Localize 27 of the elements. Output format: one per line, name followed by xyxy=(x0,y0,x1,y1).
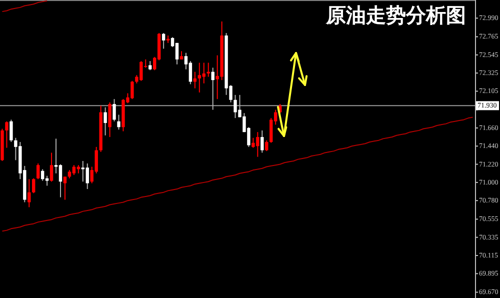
candlestick xyxy=(198,62,202,93)
candlestick xyxy=(40,168,44,182)
candlestick xyxy=(5,120,8,148)
candlestick xyxy=(50,152,54,182)
candlestick xyxy=(265,140,268,152)
candlestick xyxy=(112,98,116,122)
candlestick xyxy=(104,106,107,136)
candlestick xyxy=(10,119,13,142)
candlestick xyxy=(72,164,76,176)
line-series xyxy=(2,116,474,232)
candlestick xyxy=(45,175,49,186)
candlestick xyxy=(32,178,36,194)
candlestick xyxy=(175,42,179,65)
candlestick xyxy=(108,102,112,138)
candlestick xyxy=(58,164,62,198)
candlestick xyxy=(162,32,166,50)
candlestick xyxy=(63,176,67,200)
candlestick xyxy=(211,67,214,110)
candlestick xyxy=(117,114,120,130)
candlestick xyxy=(28,178,31,208)
candlestick xyxy=(36,162,40,180)
candlestick xyxy=(260,130,264,154)
candlestick xyxy=(86,162,89,190)
line-series xyxy=(2,0,48,12)
chart-title: 原油走势分析图 xyxy=(325,5,466,27)
candlestick xyxy=(148,60,152,71)
candlestick xyxy=(202,62,206,84)
